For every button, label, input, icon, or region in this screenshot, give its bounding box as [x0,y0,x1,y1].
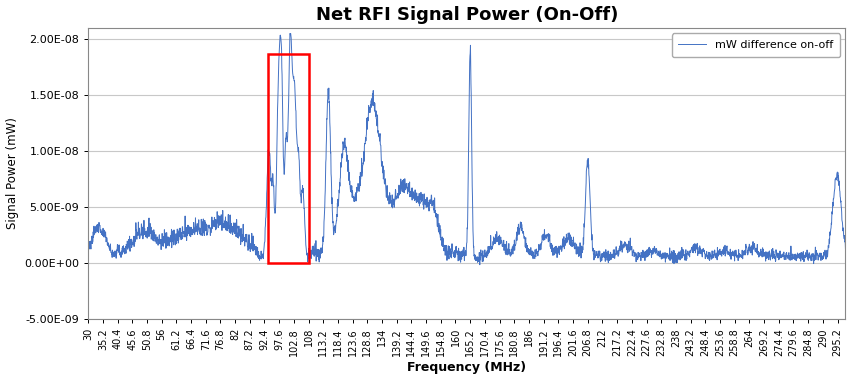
mW difference on-off [374,131,384,136]
mW difference on-off [214,222,225,227]
mW difference on-off [285,31,295,36]
Bar [267,54,309,263]
mW difference on-off [826,226,837,230]
mW difference on-off [840,246,850,251]
mW difference on-off [83,242,94,246]
Y-axis label: Signal Power (mW): Signal Power (mW) [6,117,19,230]
mW difference on-off [169,236,180,240]
mW difference on-off [475,263,485,267]
X-axis label: Frequency (MHz): Frequency (MHz) [408,361,527,374]
Legend: mW difference on-off: mW difference on-off [671,33,840,57]
mW difference on-off [745,242,755,247]
Line: mW difference on-off: mW difference on-off [89,33,845,265]
mW difference on-off [407,190,417,195]
Title: Net RFI Signal Power (On-Off): Net RFI Signal Power (On-Off) [316,6,618,24]
